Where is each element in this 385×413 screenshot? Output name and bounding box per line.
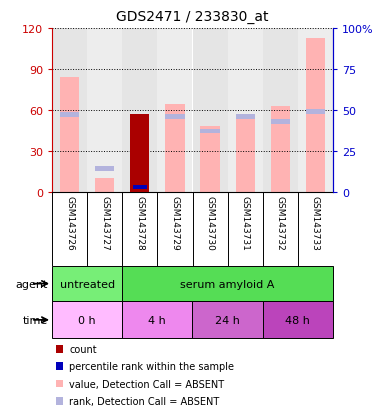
Bar <box>201 129 220 134</box>
Bar <box>306 110 325 114</box>
Text: 24 h: 24 h <box>215 315 240 325</box>
Text: GSM143731: GSM143731 <box>241 196 250 251</box>
Bar <box>192 29 228 192</box>
Text: agent: agent <box>16 279 48 289</box>
Text: untreated: untreated <box>60 279 115 289</box>
Bar <box>157 29 192 192</box>
Text: 4 h: 4 h <box>149 315 166 325</box>
Bar <box>271 119 290 124</box>
Text: GSM143733: GSM143733 <box>311 196 320 251</box>
Bar <box>60 113 79 118</box>
Text: serum amyloid A: serum amyloid A <box>181 279 275 289</box>
Bar <box>165 105 184 192</box>
Text: GSM143732: GSM143732 <box>276 196 285 250</box>
Bar <box>165 115 184 119</box>
Text: GSM143726: GSM143726 <box>65 196 74 250</box>
Text: 0 h: 0 h <box>78 315 96 325</box>
Bar <box>52 266 122 301</box>
Bar <box>271 107 290 192</box>
Bar <box>236 115 255 119</box>
Bar <box>52 29 87 192</box>
Bar <box>95 167 114 171</box>
Bar <box>263 29 298 192</box>
Bar <box>87 29 122 192</box>
Text: GSM143730: GSM143730 <box>206 196 214 251</box>
Bar <box>130 114 149 192</box>
Bar <box>60 78 79 192</box>
Bar <box>228 29 263 192</box>
Text: time: time <box>23 315 48 325</box>
Text: GSM143729: GSM143729 <box>171 196 179 250</box>
Bar <box>95 178 114 192</box>
Bar <box>236 116 255 192</box>
Bar <box>201 127 220 192</box>
Text: 48 h: 48 h <box>285 315 310 325</box>
Bar <box>132 185 147 189</box>
Bar <box>192 301 263 339</box>
Text: percentile rank within the sample: percentile rank within the sample <box>69 361 234 371</box>
Bar <box>298 29 333 192</box>
Bar <box>52 301 122 339</box>
Text: GSM143728: GSM143728 <box>135 196 144 250</box>
Text: GSM143727: GSM143727 <box>100 196 109 250</box>
Text: rank, Detection Call = ABSENT: rank, Detection Call = ABSENT <box>69 396 219 406</box>
Text: GDS2471 / 233830_at: GDS2471 / 233830_at <box>116 9 269 24</box>
Bar <box>122 301 192 339</box>
Bar <box>306 38 325 192</box>
Bar <box>122 29 157 192</box>
Text: count: count <box>69 344 97 354</box>
Text: value, Detection Call = ABSENT: value, Detection Call = ABSENT <box>69 379 224 389</box>
Bar <box>122 266 333 301</box>
Bar <box>263 301 333 339</box>
